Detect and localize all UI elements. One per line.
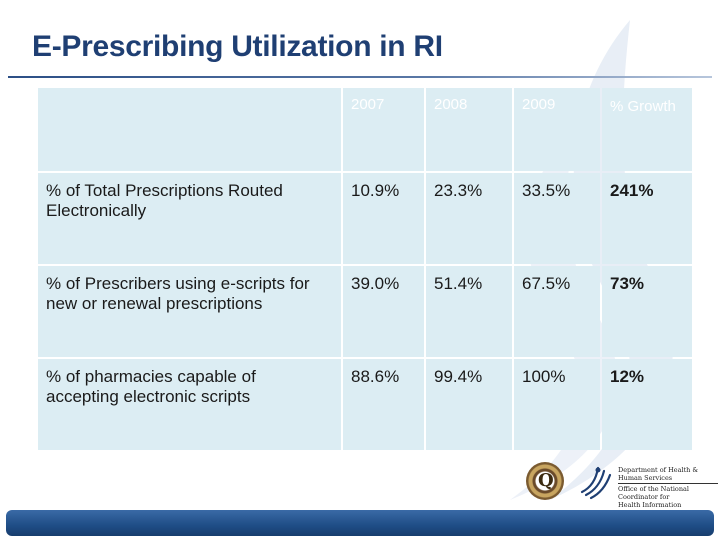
header-2008: 2008 (426, 88, 512, 171)
header-corner-cell (38, 88, 341, 171)
cell-2007: 88.6% (343, 359, 424, 450)
cell-2009: 67.5% (514, 266, 600, 357)
cell-growth: 12% (602, 359, 692, 450)
hhs-line-1: Department of Health & Human Services (618, 466, 718, 484)
header-2009: 2009 (514, 88, 600, 171)
slide-title: E-Prescribing Utilization in RI (32, 30, 443, 63)
cell-growth: 73% (602, 266, 692, 357)
utilization-table: 2007 2008 2009 % Growth % of Total Presc… (36, 86, 694, 452)
cell-2007: 10.9% (343, 173, 424, 264)
row-label: % of pharmacies capable of accepting ele… (38, 359, 341, 450)
row-label: % of Prescribers using e-scripts for new… (38, 266, 341, 357)
cell-2009: 33.5% (514, 173, 600, 264)
quality-seal-logo: Q (526, 462, 564, 500)
footer-bar (6, 510, 714, 536)
table-row: % of Prescribers using e-scripts for new… (38, 266, 692, 357)
cell-growth: 241% (602, 173, 692, 264)
cell-2009: 100% (514, 359, 600, 450)
header-2007: 2007 (343, 88, 424, 171)
header-growth: % Growth (602, 88, 692, 171)
cell-2008: 23.3% (426, 173, 512, 264)
cell-2008: 99.4% (426, 359, 512, 450)
table-row: % of Total Prescriptions Routed Electron… (38, 173, 692, 264)
hhs-eagle-icon (580, 466, 612, 500)
table-row: % of pharmacies capable of accepting ele… (38, 359, 692, 450)
seal-letter: Q (538, 470, 554, 491)
cell-2008: 51.4% (426, 266, 512, 357)
cell-2007: 39.0% (343, 266, 424, 357)
title-underline (8, 76, 712, 78)
row-label: % of Total Prescriptions Routed Electron… (38, 173, 341, 264)
footer-logos: Q Department of Health & Human Services … (526, 462, 718, 517)
table-header-row: 2007 2008 2009 % Growth (38, 88, 692, 171)
hhs-line-2: Office of the National Coordinator for (618, 485, 689, 501)
